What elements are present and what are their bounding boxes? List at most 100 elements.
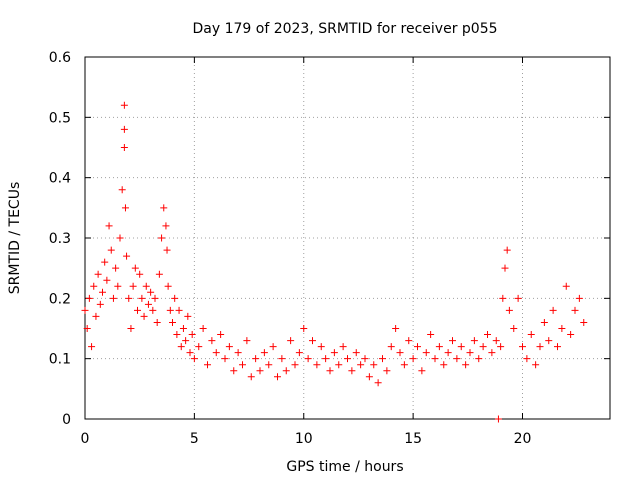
data-point [317, 343, 325, 351]
data-point [162, 222, 170, 230]
data-point [370, 361, 378, 369]
data-point [309, 337, 316, 345]
data-point [396, 349, 404, 357]
data-point [151, 294, 159, 302]
data-point [230, 367, 238, 375]
data-point [217, 331, 225, 339]
x-tick-label: 15 [404, 431, 422, 447]
y-axis-label: SRMTID / TECUs [7, 182, 23, 295]
data-point [523, 355, 531, 363]
data-point [567, 331, 575, 339]
data-point [304, 355, 312, 363]
data-point [169, 318, 176, 326]
data-point [484, 331, 491, 339]
data-point [179, 325, 187, 332]
data-point [265, 361, 273, 369]
data-point [379, 355, 386, 363]
chart-title: Day 179 of 2023, SRMTID for receiver p05… [192, 21, 497, 37]
data-point [116, 234, 124, 242]
grid [85, 57, 610, 419]
data-point [427, 331, 435, 339]
data-point [344, 355, 351, 363]
y-tick-label: 0.2 [49, 291, 71, 307]
data-point [125, 294, 133, 302]
data-point [105, 222, 113, 230]
data-point [457, 343, 465, 351]
x-tick-label: 0 [81, 431, 90, 447]
data-point [335, 361, 343, 369]
data-point [492, 337, 500, 345]
data-point [234, 349, 242, 357]
data-point [479, 343, 487, 351]
data-point [134, 306, 141, 314]
data-point [503, 246, 511, 254]
data-point [466, 349, 474, 357]
data-point [247, 373, 255, 381]
data-point [352, 349, 360, 357]
data-point [269, 343, 277, 351]
data-point [519, 343, 526, 351]
data-point [580, 318, 588, 326]
data-point [107, 246, 115, 254]
data-point [118, 186, 126, 194]
data-point [225, 343, 233, 351]
data-point [562, 282, 570, 290]
data-point [405, 337, 413, 345]
data-point [239, 361, 246, 369]
data-point [88, 343, 96, 351]
data-point [163, 246, 171, 254]
data-point [499, 294, 507, 302]
data-point [501, 264, 509, 272]
data-point [540, 318, 548, 326]
data-point [462, 361, 470, 369]
data-point [131, 264, 139, 272]
data-point [188, 331, 196, 339]
data-point [243, 337, 251, 345]
data-point [92, 312, 100, 320]
x-tick-label: 20 [514, 431, 532, 447]
data-point [140, 312, 148, 320]
data-point [549, 306, 557, 314]
data-point [85, 294, 93, 302]
data-point [83, 325, 91, 332]
data-point [348, 367, 356, 375]
data-point [138, 294, 146, 302]
data-point [497, 343, 505, 351]
data-point [96, 300, 104, 308]
data-point [488, 349, 496, 357]
data-point [571, 306, 579, 314]
data-point [190, 355, 198, 363]
data-point [127, 325, 135, 332]
data-point [431, 355, 439, 363]
data-point [295, 349, 303, 357]
data-point [558, 325, 566, 332]
data-point [300, 325, 308, 332]
data-point [361, 355, 369, 363]
data-point [101, 258, 109, 266]
data-point [221, 355, 229, 363]
data-point [527, 331, 535, 339]
data-point [575, 294, 583, 302]
data-point [175, 306, 183, 314]
data-point [357, 361, 365, 369]
data-point [449, 337, 456, 345]
data-point [103, 276, 111, 284]
data-point [475, 355, 483, 363]
data-point [532, 361, 540, 369]
data-point [453, 355, 461, 363]
data-point [326, 367, 334, 375]
data-point [120, 125, 128, 133]
data-point [365, 373, 373, 381]
data-point [112, 264, 120, 272]
data-points [81, 101, 588, 423]
data-point [510, 325, 518, 332]
data-point [90, 282, 98, 290]
x-tick-label: 5 [190, 431, 199, 447]
y-tick-label: 0.4 [49, 171, 71, 187]
y-tick-label: 0.6 [49, 50, 71, 66]
data-point [374, 379, 382, 387]
data-point [204, 361, 211, 369]
data-point [444, 349, 452, 357]
